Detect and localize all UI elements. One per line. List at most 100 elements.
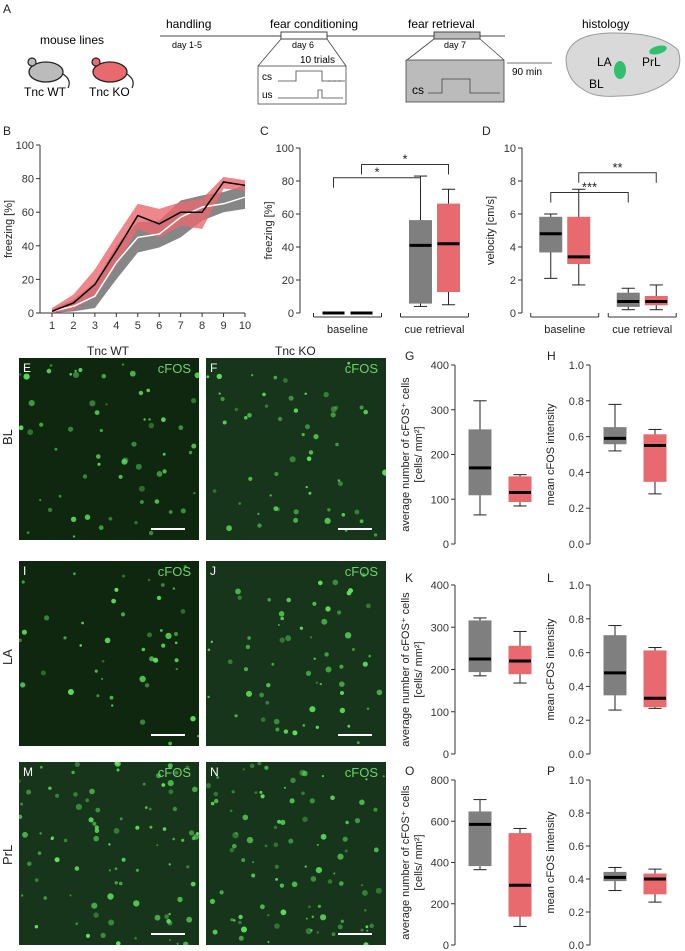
texture-cell (162, 469, 167, 474)
texture-cell (20, 894, 24, 897)
panel-label-j: J (210, 564, 216, 578)
y-tick-label: 0 (288, 308, 294, 320)
y-tick-label: 0.6 (569, 432, 584, 444)
texture-cell (285, 635, 292, 642)
texture-cell (373, 533, 378, 537)
texture-cell (216, 373, 222, 380)
texture-cell (278, 611, 285, 617)
y-tick-label: 60 (282, 209, 294, 221)
handling-days-label: day 1-5 (172, 40, 202, 50)
texture-cell (277, 416, 283, 422)
texture-cell (302, 724, 306, 727)
mouse-ko-icon (91, 57, 134, 89)
texture-cell (78, 368, 83, 372)
texture-cell (359, 799, 365, 806)
y-tick-label: 6 (510, 209, 516, 221)
texture-cell (135, 868, 139, 872)
texture-cell (286, 597, 291, 603)
y-tick-label: 0.0 (569, 940, 584, 951)
texture-cell (139, 675, 146, 683)
texture-cell (366, 707, 370, 711)
texture-cell (237, 595, 242, 600)
scale-bar (151, 734, 185, 736)
texture-cell (92, 821, 97, 826)
texture-cell (178, 425, 184, 431)
texture-cell (213, 791, 219, 797)
chart-p: 0.0 0.2 0.4 0.6 0.8 1.0 mean cFOS intensity (545, 775, 667, 951)
category-label: cue retrieval (612, 324, 672, 336)
scale-bar (338, 933, 372, 935)
texture-cell (252, 861, 255, 864)
texture-cell (168, 789, 174, 795)
texture-cell (190, 716, 196, 722)
texture-cell (324, 652, 329, 657)
texture-cell (267, 941, 270, 943)
texture-cell (347, 361, 351, 365)
box (409, 220, 432, 304)
texture-cell (68, 426, 74, 432)
texture-cell (364, 909, 367, 912)
texture-cell (375, 887, 382, 894)
texture-cell (359, 519, 364, 524)
texture-cell (320, 833, 327, 840)
texture-cell (192, 786, 198, 793)
texture-background (19, 762, 199, 945)
category-label: baseline (544, 324, 585, 336)
texture-cell (330, 795, 335, 801)
texture-cell (361, 572, 366, 578)
fr-day-label: day 7 (444, 40, 466, 50)
texture-cell (356, 741, 360, 744)
y-tick-label: 100 (431, 707, 449, 719)
texture-cell (354, 818, 361, 824)
cfos-label: cFOS (157, 765, 191, 780)
texture-cell (241, 858, 246, 863)
texture-cell (147, 632, 152, 638)
texture-background (19, 358, 199, 540)
significance-bracket (550, 192, 629, 203)
texture-cell (47, 507, 53, 513)
cfos-label: cFOS (157, 564, 191, 579)
texture-cell (94, 828, 100, 833)
x-tick-label: 10 (239, 320, 251, 332)
x-tick-label: 7 (178, 320, 184, 332)
box (643, 650, 667, 708)
texture-cell (337, 924, 343, 930)
texture-cell (183, 941, 189, 945)
y-tick-label: 300 (431, 405, 449, 417)
texture-cell (161, 643, 166, 648)
texture-cell (339, 881, 344, 886)
chart-d: 0 2 4 6 8 10 velocity [cm/s] baseline cue retrie… (485, 143, 677, 336)
chart-b: 0 20 40 60 80 100 freezing [%] 1 2 3 4 5 6 7 8 9 10 (3, 140, 251, 332)
texture-cell (172, 837, 175, 841)
texture-cell (173, 631, 179, 637)
texture-cell (257, 512, 260, 515)
texture-cell (75, 922, 79, 926)
texture-cell (275, 878, 278, 881)
texture-cell (251, 374, 254, 377)
texture-cell (274, 471, 279, 477)
y-tick-label: 100 (16, 140, 34, 152)
y-tick-label: 100 (431, 494, 449, 506)
texture-cell (359, 405, 364, 410)
texture-cell (212, 489, 217, 493)
fr-cs-label: cs (412, 83, 424, 97)
texture-cell (156, 595, 162, 601)
box (468, 811, 492, 867)
texture-cell (365, 925, 369, 929)
texture-cell (302, 770, 308, 777)
texture-cell (153, 657, 159, 663)
texture-cell (249, 763, 255, 769)
y-axis-label-units: [cells/ mm²] (413, 834, 425, 890)
y-tick-label: 60 (22, 207, 34, 219)
texture-cell (335, 442, 339, 447)
texture-cell (149, 825, 153, 829)
texture-cell (40, 670, 46, 676)
row-label-prl: PrL (0, 844, 15, 865)
texture-cell (21, 629, 27, 635)
texture-cell (167, 780, 174, 787)
texture-cell (49, 364, 53, 367)
y-tick-label: 40 (22, 241, 34, 253)
significance-bracket (333, 177, 421, 188)
texture-cell (48, 786, 52, 790)
texture-cell (254, 791, 258, 794)
